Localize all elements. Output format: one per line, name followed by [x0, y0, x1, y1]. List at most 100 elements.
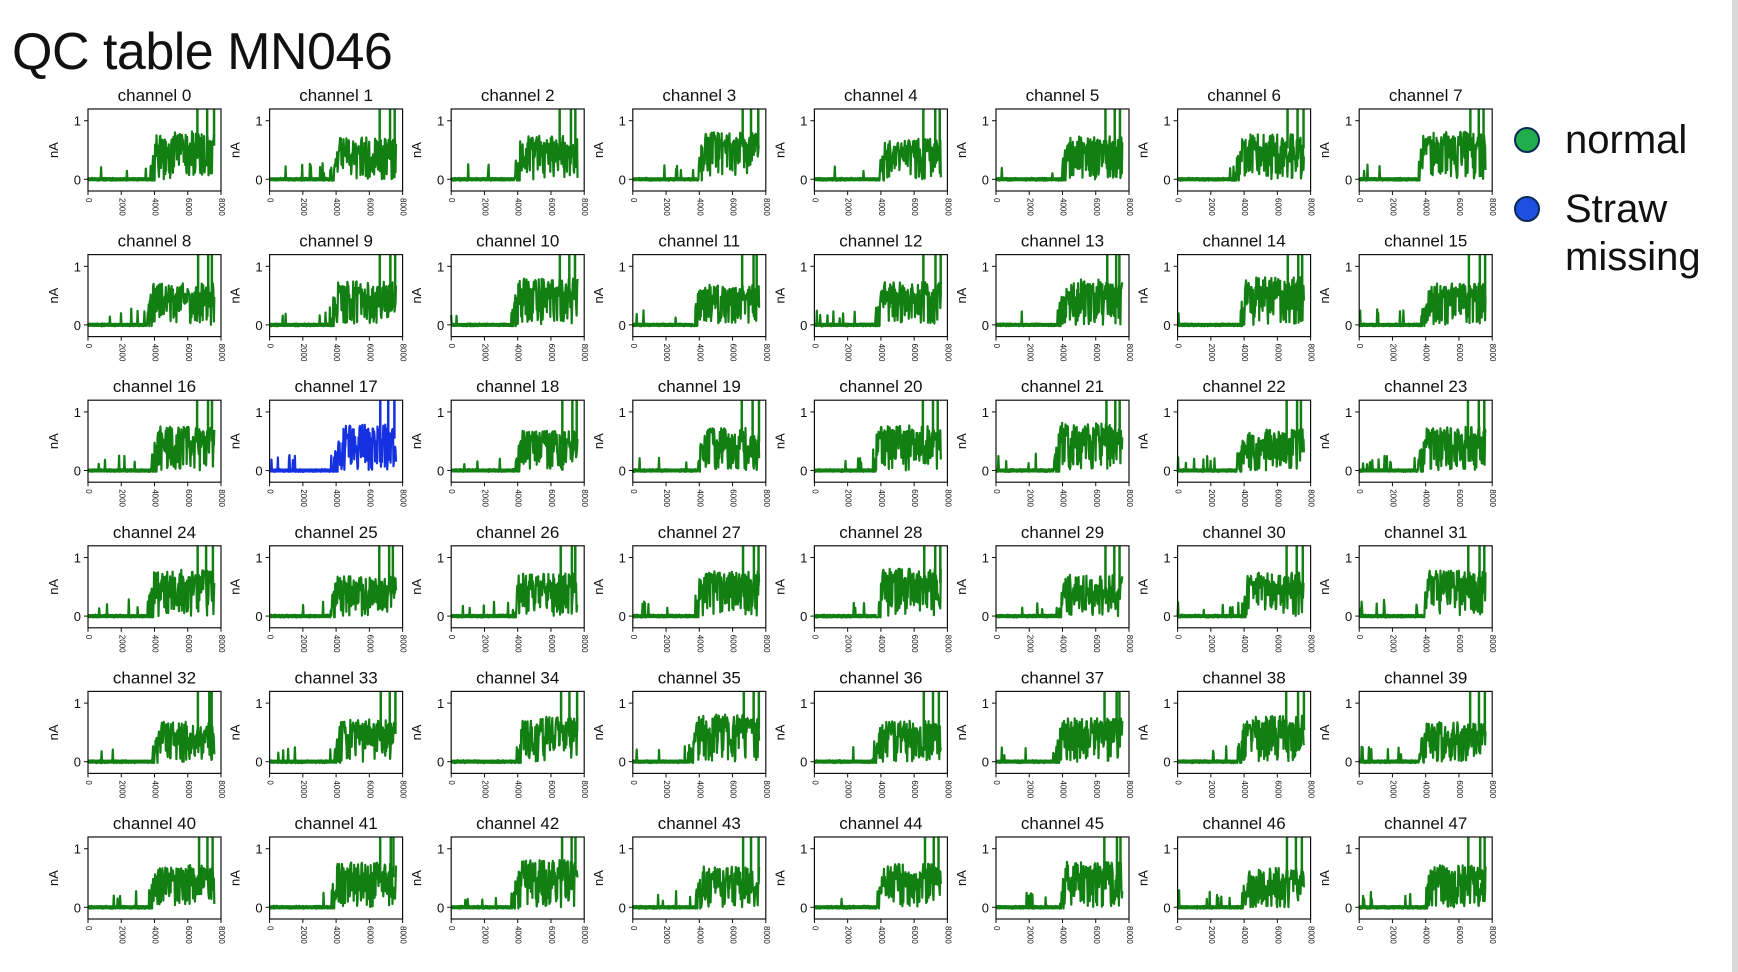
- plot-frame: [269, 690, 404, 775]
- x-tick-label: 8000: [1307, 635, 1316, 653]
- channel-trace: [631, 283, 761, 328]
- x-tick-label: 2000: [117, 635, 126, 653]
- x-tick-label: 0: [629, 635, 638, 640]
- panel-title: channel 29: [1021, 523, 1104, 542]
- x-tick-label: 6000: [1092, 489, 1101, 507]
- x-tick-label: 6000: [547, 198, 556, 216]
- x-tick-label: 2000: [1388, 926, 1397, 944]
- y-axis-label: nA: [1317, 724, 1332, 740]
- y-axis-label: nA: [409, 579, 424, 595]
- x-tick-label: 6000: [365, 198, 374, 216]
- x-tick-label: 8000: [217, 635, 226, 653]
- y-tick-label: 0: [74, 755, 81, 770]
- plot-frame: [632, 399, 767, 483]
- y-tick-label: 0: [619, 755, 626, 770]
- y-tick-label: 0: [255, 172, 262, 187]
- x-tick-label: 2000: [1207, 926, 1216, 944]
- y-tick-label: 0: [982, 900, 989, 915]
- plot-frame: [1358, 545, 1493, 629]
- y-tick-label: 1: [437, 114, 444, 129]
- x-tick-label: 4000: [514, 489, 523, 507]
- y-axis-label: nA: [954, 287, 969, 303]
- x-tick-label: 2000: [662, 489, 671, 507]
- plot-frame: [995, 836, 1130, 920]
- x-tick-label: 0: [1355, 198, 1364, 203]
- x-tick-label: 8000: [580, 635, 589, 653]
- y-axis-label: nA: [409, 870, 424, 886]
- y-tick-label: 1: [619, 551, 626, 566]
- y-tick-label: 0: [437, 609, 444, 624]
- plot-frame: [87, 690, 222, 775]
- x-tick-label: 6000: [729, 489, 738, 507]
- x-tick-label: 6000: [910, 926, 919, 944]
- y-tick-label: 0: [255, 609, 262, 624]
- x-tick-label: 0: [629, 198, 638, 203]
- x-tick-label: 6000: [1455, 635, 1464, 653]
- panel-title: channel 46: [1203, 814, 1286, 833]
- x-tick-label: 6000: [910, 198, 919, 216]
- channel-trace: [268, 280, 398, 328]
- x-tick-label: 4000: [1422, 198, 1431, 216]
- x-tick-label: 8000: [943, 926, 952, 944]
- y-tick-label: 0: [437, 755, 444, 770]
- x-tick-label: 4000: [332, 489, 341, 507]
- panel-title: channel 17: [295, 377, 378, 396]
- x-tick-label: 6000: [1273, 198, 1282, 216]
- channel-panel: channel 17 nA 0 1 0 2000 4000 6000 8000: [228, 377, 408, 507]
- y-tick-label: 1: [982, 696, 989, 711]
- y-tick-label: 1: [800, 405, 807, 420]
- plot-frame: [269, 399, 404, 483]
- y-tick-label: 1: [437, 405, 444, 420]
- y-axis-label: nA: [772, 870, 787, 886]
- panel-title: channel 19: [658, 377, 741, 396]
- y-tick-label: 1: [74, 842, 81, 857]
- y-axis-label: nA: [591, 433, 606, 449]
- x-tick-label: 4000: [332, 198, 341, 216]
- y-tick-label: 1: [1163, 842, 1170, 857]
- plot-frame: [87, 545, 222, 629]
- channel-trace: [631, 713, 761, 765]
- channel-panel: channel 42 nA 0 1 0 2000 4000 6000 8000: [409, 814, 589, 944]
- x-tick-label: 8000: [1125, 780, 1134, 798]
- x-tick-label: 0: [992, 926, 1001, 931]
- x-tick-label: 2000: [1025, 344, 1034, 362]
- channel-panel: channel 19 nA 0 1 0 2000 4000 6000 8000: [591, 377, 771, 507]
- y-tick-label: 0: [1345, 463, 1352, 478]
- x-tick-label: 8000: [1307, 926, 1316, 944]
- plot-frame: [632, 108, 767, 192]
- panel-title: channel 40: [113, 814, 196, 833]
- channel-trace: [450, 715, 579, 765]
- plot-frame: [1358, 836, 1493, 920]
- y-axis-label: nA: [1317, 579, 1332, 595]
- x-tick-label: 4000: [695, 926, 704, 944]
- x-tick-label: 6000: [1273, 635, 1282, 653]
- channel-panel: channel 27 nA 0 1 0 2000 4000 6000 8000: [591, 523, 771, 653]
- channel-panel: channel 5 nA 0 1 0 2000 4000 6000 8000: [954, 86, 1134, 216]
- x-tick-label: 0: [992, 344, 1001, 349]
- x-tick-label: 4000: [1240, 926, 1249, 944]
- x-tick-label: 0: [1355, 926, 1364, 931]
- y-axis-label: nA: [228, 724, 243, 740]
- page-title: QC table MN046: [12, 23, 393, 81]
- x-tick-label: 0: [629, 489, 638, 494]
- channel-panel: channel 16 nA 0 1 0 2000 4000 6000 8000: [46, 377, 226, 507]
- channel-trace: [1358, 569, 1487, 619]
- y-tick-label: 1: [619, 114, 626, 129]
- y-axis-label: nA: [954, 724, 969, 740]
- y-tick-label: 0: [1163, 609, 1170, 624]
- x-tick-label: 6000: [184, 489, 193, 507]
- x-tick-label: 8000: [217, 198, 226, 216]
- x-tick-label: 0: [1355, 635, 1364, 640]
- panel-title: channel 13: [1021, 232, 1104, 251]
- x-tick-label: 0: [992, 780, 1001, 785]
- channel-trace: [268, 861, 398, 910]
- channel-panel: channel 0 nA 0 1 0 2000 4000 6000 8000: [46, 86, 226, 216]
- y-axis-label: nA: [46, 724, 61, 740]
- panel-title: channel 43: [658, 814, 741, 833]
- x-tick-label: 8000: [1125, 489, 1134, 507]
- y-tick-label: 1: [437, 551, 444, 566]
- x-tick-label: 4000: [695, 635, 704, 653]
- channel-trace: [995, 135, 1124, 182]
- y-tick-label: 0: [982, 755, 989, 770]
- plot-frame: [813, 836, 949, 920]
